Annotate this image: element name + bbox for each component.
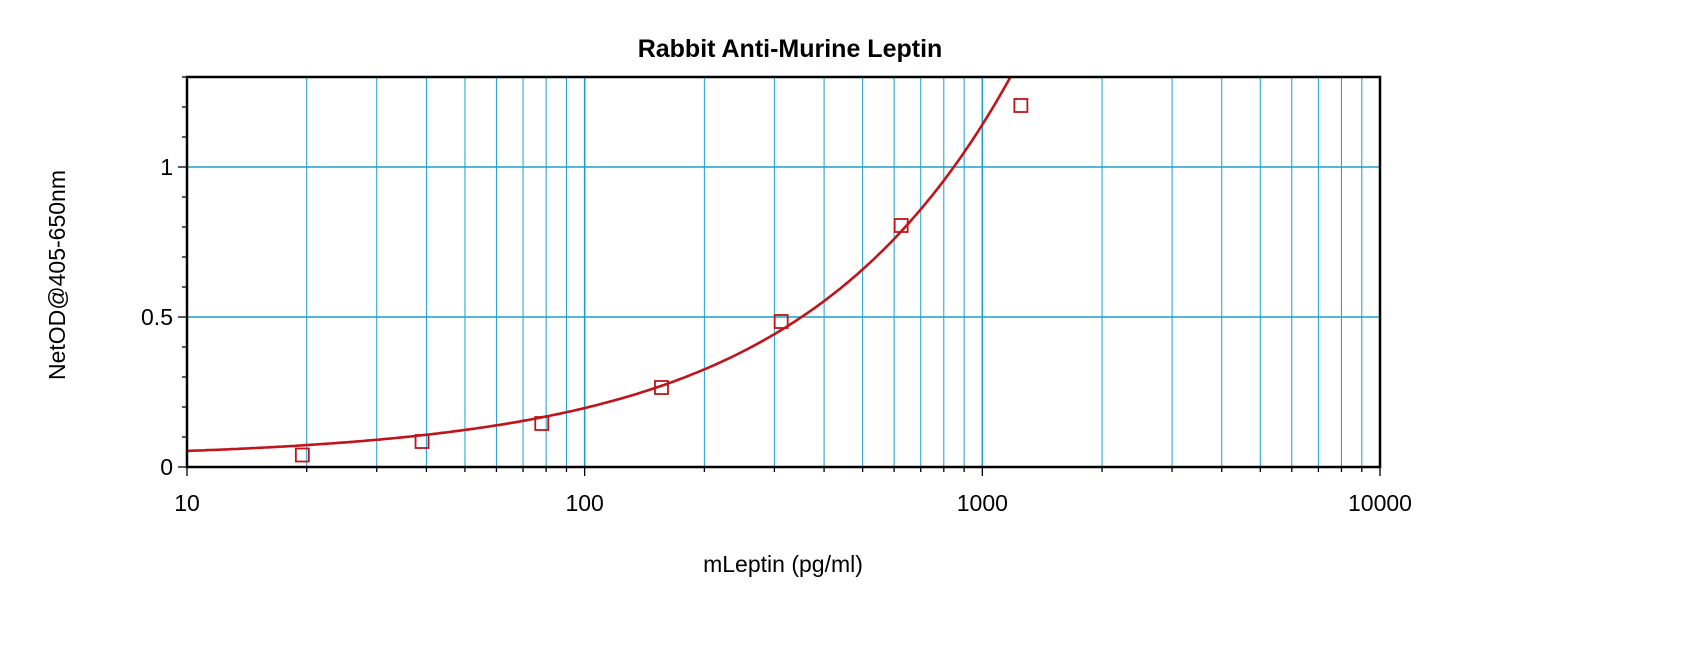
data-point: [414, 434, 430, 449]
grid: [187, 77, 1380, 467]
data-point: [294, 447, 310, 463]
data-point: [654, 380, 669, 395]
plot-frame: [185, 75, 1382, 469]
axis-ticks: [178, 76, 1381, 476]
x-tick-label: 10000: [1348, 490, 1412, 516]
x-tick-label: 10: [174, 490, 200, 516]
chart-title: Rabbit Anti-Murine Leptin: [638, 35, 943, 63]
x-tick-labels: 10 100 1000 10000: [174, 490, 1412, 516]
fit-curve: [186, 76, 1012, 453]
y-tick-label: 0: [160, 454, 173, 480]
data-point: [893, 218, 909, 233]
data-point: [534, 416, 550, 431]
data-point: [773, 314, 789, 329]
data-points: [294, 98, 1029, 463]
x-axis-label: mLeptin (pg/ml): [703, 551, 863, 577]
y-tick-label: 1: [160, 154, 173, 180]
fit-curve-group: [186, 76, 1012, 453]
y-axis-label: NetOD@405-650nm: [44, 170, 70, 380]
y-tick-labels: 00.51: [141, 154, 173, 480]
x-tick-label: 100: [565, 490, 603, 516]
x-tick-label: 1000: [957, 490, 1008, 516]
y-tick-label: 0.5: [141, 304, 173, 330]
data-point: [1013, 98, 1029, 113]
